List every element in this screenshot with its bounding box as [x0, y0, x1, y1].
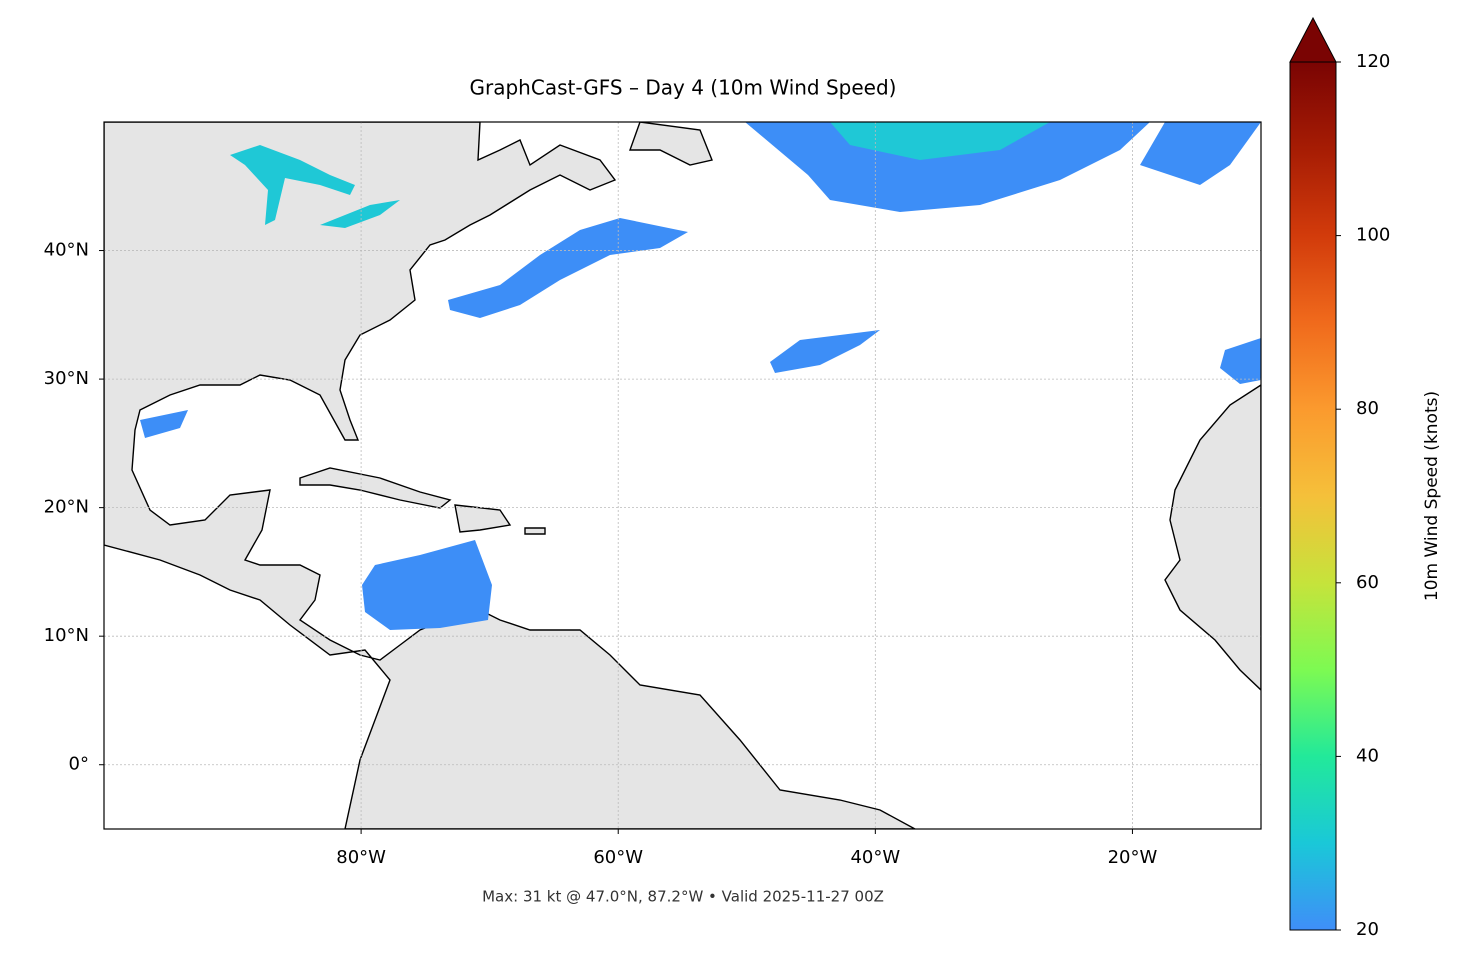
colorbar-label: 10m Wind Speed (knots) [1422, 391, 1442, 601]
colorbar-tick-label: 120 [1356, 51, 1390, 72]
puerto-rico [524, 527, 546, 535]
colorbar-tick-label: 20 [1356, 919, 1379, 940]
wind-area [830, 122, 1050, 160]
graticule [104, 122, 1261, 829]
wind-area [1220, 338, 1261, 384]
footer: Max: 31 kt @ 47.0°N, 87.2°W • Valid 2025… [482, 888, 884, 906]
americas [104, 122, 916, 829]
wind-area [448, 218, 688, 318]
newfoundland [629, 122, 713, 166]
title: GraphCast-GFS – Day 4 (10m Wind Speed) [470, 76, 897, 100]
map-layer [104, 122, 1261, 829]
wind-area [362, 540, 492, 630]
wind-area [320, 200, 400, 228]
cuba [299, 467, 452, 509]
colorbar: 20 40 60 80 100 120 [1289, 16, 1390, 940]
lon-tick-label: 40°W [850, 847, 900, 868]
colorbar-extend [1289, 16, 1337, 63]
wind-area [140, 410, 188, 438]
colorbar-tick-label: 100 [1356, 225, 1390, 246]
lat-tick-label: 0° [69, 754, 89, 775]
lat-tick-label: 40°N [44, 240, 89, 261]
wind-area [1140, 122, 1261, 185]
lon-tick-label: 80°W [336, 847, 386, 868]
wind-area [230, 145, 355, 225]
lat-tick-label: 30°N [44, 368, 89, 389]
colorbar-tick-label: 60 [1356, 572, 1379, 593]
hispaniola [454, 504, 512, 533]
wind-area [745, 122, 1150, 212]
lon-tick-label: 60°W [593, 847, 643, 868]
colorbar-tick-label: 80 [1356, 398, 1379, 419]
wind-area [770, 330, 880, 373]
map-frame [103, 121, 1262, 830]
lat-tick-label: 10°N [44, 625, 89, 646]
lat-tick-label: 20°N [44, 497, 89, 518]
colorbar-ramp [1289, 61, 1337, 931]
lon-tick-label: 20°W [1108, 847, 1158, 868]
colorbar-tick-label: 40 [1356, 745, 1379, 766]
africa [1164, 384, 1261, 691]
